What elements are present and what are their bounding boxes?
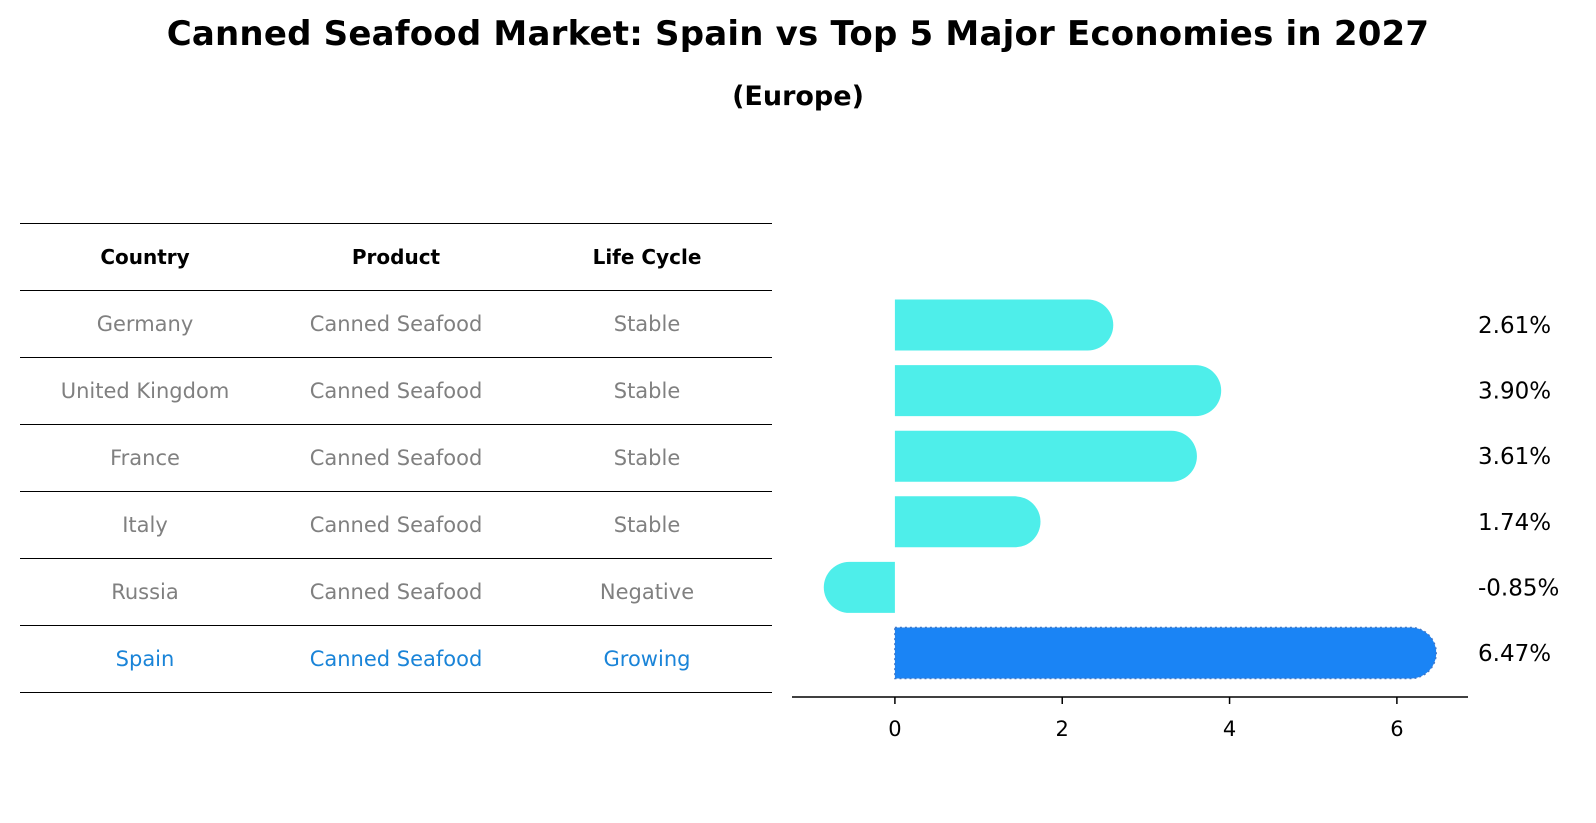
cell-country: Italy [122,513,168,537]
chart-title: Canned Seafood Market: Spain vs Top 5 Ma… [166,14,1430,54]
cell-country: Germany [96,312,194,336]
cell-product: Canned Seafood [309,580,483,604]
table-row: Italy Canned Seafood Stable [20,491,772,558]
cell-country: Spain [115,647,175,671]
cell-life-cycle: Stable [613,312,681,336]
header-product: Product [351,245,441,269]
bar [894,430,1197,482]
table-row-highlight: Spain Canned Seafood Growing [20,625,772,693]
cell-country: United Kingdom [60,379,230,403]
value-label: 3.61% [1478,444,1551,470]
table-row: Russia Canned Seafood Negative [20,558,772,625]
header-life-cycle: Life Cycle [592,245,702,269]
data-table: Country Product Life Cycle Germany Canne… [20,223,772,693]
chart-subtitle: (Europe) [732,81,864,112]
table-row: United Kingdom Canned Seafood Stable [20,357,772,424]
cell-product: Canned Seafood [309,513,483,537]
x-tick-label: 6 [1390,717,1403,741]
bar [823,561,895,613]
cell-life-cycle: Growing [603,647,691,671]
x-tick-label: 2 [1056,717,1069,741]
bar-highlight [894,626,1437,680]
x-tick-label: 0 [888,717,901,741]
table-row: Germany Canned Seafood Stable [20,290,772,357]
cell-product: Canned Seafood [309,647,483,671]
x-tick-label: 4 [1223,717,1236,741]
cell-life-cycle: Stable [613,379,681,403]
cell-product: Canned Seafood [309,446,483,470]
bar [894,496,1041,548]
table-header-row: Country Product Life Cycle [20,223,772,290]
cell-country: France [110,446,180,470]
cell-country: Russia [111,580,179,604]
cell-life-cycle: Stable [613,513,681,537]
value-label: 1.74% [1478,510,1551,536]
table-row: France Canned Seafood Stable [20,424,772,491]
bar [894,299,1114,351]
cell-product: Canned Seafood [309,312,483,336]
cell-life-cycle: Stable [613,446,681,470]
cell-product: Canned Seafood [309,379,483,403]
value-label: 2.61% [1478,313,1551,339]
cell-life-cycle: Negative [599,580,695,604]
value-label: 6.47% [1478,641,1551,667]
bar [894,365,1222,417]
value-label: -0.85% [1478,575,1559,601]
value-label: 3.90% [1478,379,1551,405]
header-country: Country [100,245,190,269]
